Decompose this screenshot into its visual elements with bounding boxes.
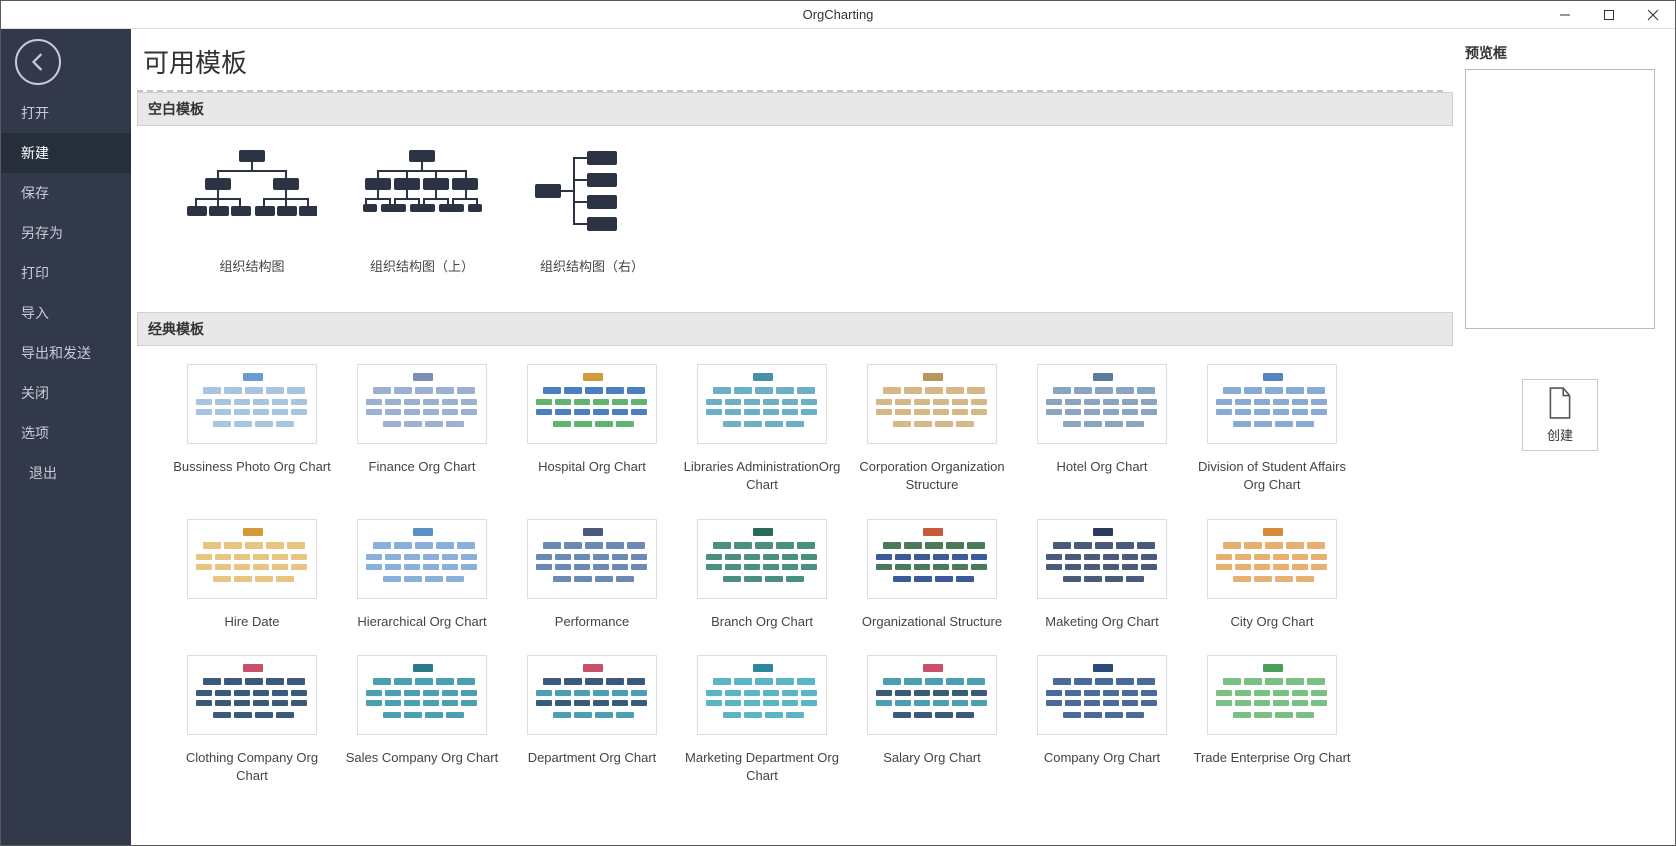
classic-template-5[interactable]: Hotel Org Chart xyxy=(1017,364,1187,494)
classic-template-1[interactable]: Finance Org Chart xyxy=(337,364,507,494)
template-label: Hire Date xyxy=(225,613,280,631)
template-label: Corporation Organization Structure xyxy=(852,458,1012,494)
template-label: Department Org Chart xyxy=(528,749,657,767)
classic-template-4[interactable]: Corporation Organization Structure xyxy=(847,364,1017,494)
document-icon xyxy=(1547,387,1573,419)
templates-area: 可用模板 空白模板 组织结构图 组织结构图（上） 组织结构图（右） 经典模板 Bus… xyxy=(131,29,1455,845)
template-label: 组织结构图（右） xyxy=(540,258,644,276)
template-label: Sales Company Org Chart xyxy=(346,749,498,767)
sidebar-item-7[interactable]: 关闭 xyxy=(1,373,131,413)
template-label: Libraries AdministrationOrg Chart xyxy=(682,458,842,494)
template-label: Salary Org Chart xyxy=(883,749,981,767)
app-body: 打开新建保存另存为打印导入导出和发送关闭选项退出 可用模板 空白模板 组织结构图… xyxy=(1,29,1675,845)
sidebar-item-6[interactable]: 导出和发送 xyxy=(1,333,131,373)
create-button-label: 创建 xyxy=(1547,425,1573,444)
preview-pane: 预览框 创建 xyxy=(1455,29,1675,845)
sidebar-item-3[interactable]: 另存为 xyxy=(1,213,131,253)
template-label: Clothing Company Org Chart xyxy=(172,749,332,785)
template-label: Maketing Org Chart xyxy=(1045,613,1158,631)
template-label: City Org Chart xyxy=(1230,613,1313,631)
app-window: OrgCharting 打开新建保存另存为打印导入导出和发送关闭选项退出 可用模… xyxy=(0,0,1676,846)
classic-template-0[interactable]: Bussiness Photo Org Chart xyxy=(167,364,337,494)
template-label: Hotel Org Chart xyxy=(1056,458,1147,476)
template-label: Company Org Chart xyxy=(1044,749,1160,767)
classic-template-11[interactable]: Organizational Structure xyxy=(847,519,1017,631)
blank-template-0[interactable]: 组织结构图 xyxy=(167,144,337,276)
sidebar-item-1[interactable]: 新建 xyxy=(1,133,131,173)
back-button[interactable] xyxy=(15,39,61,85)
template-label: Branch Org Chart xyxy=(711,613,813,631)
template-label: Trade Enterprise Org Chart xyxy=(1193,749,1350,767)
classic-template-9[interactable]: Performance xyxy=(507,519,677,631)
close-button[interactable] xyxy=(1631,1,1675,29)
maximize-button[interactable] xyxy=(1587,1,1631,29)
template-label: 组织结构图（上） xyxy=(370,258,474,276)
classic-template-2[interactable]: Hospital Org Chart xyxy=(507,364,677,494)
classic-template-15[interactable]: Sales Company Org Chart xyxy=(337,655,507,785)
classic-template-12[interactable]: Maketing Org Chart xyxy=(1017,519,1187,631)
blank-templates-grid: 组织结构图 组织结构图（上） 组织结构图（右） xyxy=(137,126,1455,312)
classic-template-8[interactable]: Hierarchical Org Chart xyxy=(337,519,507,631)
section-header-classic: 经典模板 xyxy=(137,312,1453,346)
sidebar-item-0[interactable]: 打开 xyxy=(1,93,131,133)
template-label: Hierarchical Org Chart xyxy=(357,613,486,631)
sidebar-item-2[interactable]: 保存 xyxy=(1,173,131,213)
window-title: OrgCharting xyxy=(803,7,874,22)
template-label: Division of Student Affairs Org Chart xyxy=(1192,458,1352,494)
classic-templates-grid: Bussiness Photo Org Chart Finance Org Cha… xyxy=(137,346,1455,821)
create-button[interactable]: 创建 xyxy=(1522,379,1598,451)
template-label: Finance Org Chart xyxy=(369,458,476,476)
templates-scroll[interactable]: 空白模板 组织结构图 组织结构图（上） 组织结构图（右） 经典模板 Bussines… xyxy=(137,92,1455,845)
template-label: Hospital Org Chart xyxy=(538,458,646,476)
sidebar: 打开新建保存另存为打印导入导出和发送关闭选项退出 xyxy=(1,29,131,845)
template-label: 组织结构图 xyxy=(219,258,284,276)
classic-template-18[interactable]: Salary Org Chart xyxy=(847,655,1017,785)
page-title: 可用模板 xyxy=(137,43,1455,90)
sidebar-item-4[interactable]: 打印 xyxy=(1,253,131,293)
preview-box xyxy=(1465,69,1655,329)
classic-template-6[interactable]: Division of Student Affairs Org Chart xyxy=(1187,364,1357,494)
classic-template-16[interactable]: Department Org Chart xyxy=(507,655,677,785)
classic-template-17[interactable]: Marketing Department Org Chart xyxy=(677,655,847,785)
template-label: Organizational Structure xyxy=(862,613,1002,631)
classic-template-14[interactable]: Clothing Company Org Chart xyxy=(167,655,337,785)
classic-template-13[interactable]: City Org Chart xyxy=(1187,519,1357,631)
window-controls xyxy=(1543,1,1675,29)
classic-template-19[interactable]: Company Org Chart xyxy=(1017,655,1187,785)
sidebar-item-9[interactable]: 退出 xyxy=(1,453,131,493)
section-header-blank: 空白模板 xyxy=(137,92,1453,126)
preview-title: 预览框 xyxy=(1465,43,1655,63)
classic-template-10[interactable]: Branch Org Chart xyxy=(677,519,847,631)
template-label: Marketing Department Org Chart xyxy=(682,749,842,785)
sidebar-item-5[interactable]: 导入 xyxy=(1,293,131,333)
blank-template-1[interactable]: 组织结构图（上） xyxy=(337,144,507,276)
main-area: 可用模板 空白模板 组织结构图 组织结构图（上） 组织结构图（右） 经典模板 Bus… xyxy=(131,29,1675,845)
classic-template-3[interactable]: Libraries AdministrationOrg Chart xyxy=(677,364,847,494)
sidebar-item-8[interactable]: 选项 xyxy=(1,413,131,453)
classic-template-7[interactable]: Hire Date xyxy=(167,519,337,631)
titlebar: OrgCharting xyxy=(1,1,1675,29)
classic-template-20[interactable]: Trade Enterprise Org Chart xyxy=(1187,655,1357,785)
template-label: Performance xyxy=(555,613,629,631)
blank-template-2[interactable]: 组织结构图（右） xyxy=(507,144,677,276)
template-label: Bussiness Photo Org Chart xyxy=(173,458,331,476)
minimize-button[interactable] xyxy=(1543,1,1587,29)
